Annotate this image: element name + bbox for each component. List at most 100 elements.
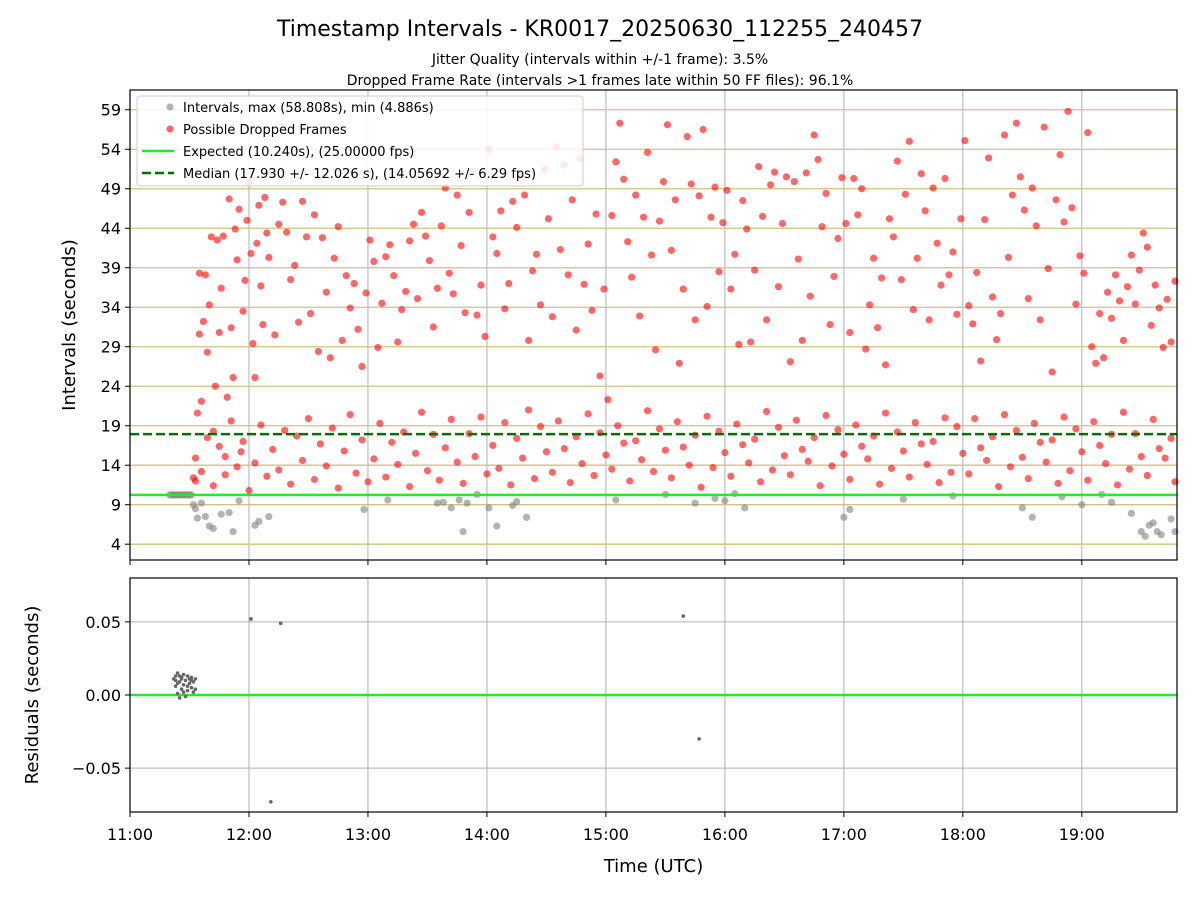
dropped-frame-point xyxy=(513,434,521,442)
dropped-frame-point xyxy=(751,435,759,443)
residual-point xyxy=(179,677,184,681)
interval-point xyxy=(459,527,467,536)
dropped-frame-point xyxy=(251,459,259,467)
dropped-frame-point xyxy=(402,287,410,296)
dropped-frame-point xyxy=(1127,251,1135,259)
dropped-frame-point xyxy=(263,229,271,237)
dropped-frame-point xyxy=(810,433,818,442)
dropped-frame-point xyxy=(197,467,205,476)
interval-point xyxy=(741,504,749,512)
dropped-frame-point xyxy=(471,452,479,461)
dropped-frame-point xyxy=(961,136,969,145)
dropped-frame-point xyxy=(275,220,283,228)
dropped-frame-point xyxy=(782,173,790,181)
dropped-frame-point xyxy=(864,455,872,463)
dropped-frame-point xyxy=(1012,119,1020,127)
dropped-frame-point xyxy=(858,185,866,193)
dropped-frame-point xyxy=(1159,343,1167,352)
dropped-frame-point xyxy=(322,288,330,296)
dropped-frame-point xyxy=(953,310,961,318)
dropped-frame-point xyxy=(1137,452,1145,461)
dropped-frame-point xyxy=(501,305,509,313)
legend-marker-dropped xyxy=(166,125,174,133)
dropped-frame-point xyxy=(697,483,705,491)
dropped-frame-point xyxy=(376,419,384,427)
dropped-frame-point xyxy=(663,121,671,129)
dropped-frame-point xyxy=(453,191,461,199)
dropped-frame-point xyxy=(239,437,247,446)
residual-point xyxy=(193,687,198,691)
dropped-frame-point xyxy=(542,448,551,456)
dropped-frame-point xyxy=(745,459,753,467)
dropped-frame-point xyxy=(786,471,794,479)
residual-point xyxy=(177,674,182,678)
dropped-frame-point xyxy=(338,336,346,345)
dropped-frame-point xyxy=(352,469,360,477)
dropped-frame-point xyxy=(314,347,322,356)
dropped-frame-point xyxy=(342,272,350,280)
dropped-frame-point xyxy=(225,195,233,203)
dropped-frame-point xyxy=(957,215,965,223)
interval-point xyxy=(899,495,907,503)
dropped-frame-point xyxy=(1119,408,1128,416)
dropped-frame-point xyxy=(1161,454,1169,462)
dropped-frame-point xyxy=(602,451,610,459)
dropped-frame-point xyxy=(421,232,430,240)
dropped-frame-point xyxy=(227,417,235,425)
dropped-frame-point xyxy=(727,285,735,293)
dropped-frame-point xyxy=(923,460,931,469)
dropped-frame-point xyxy=(1155,445,1163,453)
dropped-frame-point xyxy=(739,196,747,205)
dropped-frame-point xyxy=(193,409,202,417)
dropped-frame-point xyxy=(548,468,556,476)
residual-point xyxy=(181,690,186,694)
dropped-frame-point xyxy=(852,421,860,429)
dropped-frame-point xyxy=(477,413,485,421)
dropped-frame-point xyxy=(743,225,751,233)
dropped-frame-point xyxy=(219,232,227,240)
dropped-frame-point xyxy=(223,393,231,401)
dropped-frame-point xyxy=(1107,314,1116,322)
dropped-frame-point xyxy=(217,284,225,292)
dropped-frame-point xyxy=(536,301,545,309)
residual-point xyxy=(189,675,194,680)
residual-point xyxy=(175,691,180,696)
dropped-frame-point xyxy=(459,479,467,487)
dropped-frame-point xyxy=(881,361,890,369)
dropped-frame-point xyxy=(556,245,564,254)
residual-point xyxy=(173,678,178,683)
dropped-frame-point xyxy=(1115,297,1124,305)
dropped-frame-point xyxy=(945,271,953,279)
dropped-frame-point xyxy=(340,447,348,455)
dropped-frame-point xyxy=(988,293,997,301)
residual-point xyxy=(249,617,253,621)
residual-point xyxy=(189,678,194,683)
y-tick-label: 9 xyxy=(111,496,121,515)
dropped-frame-point xyxy=(965,470,973,478)
dropped-frame-point xyxy=(584,410,592,418)
dropped-frame-point xyxy=(255,201,263,209)
dropped-frame-point xyxy=(683,133,691,141)
interval-point xyxy=(691,499,699,507)
dropped-frame-point xyxy=(275,466,283,474)
dropped-frame-point xyxy=(1000,131,1009,139)
dropped-frame-point xyxy=(1008,191,1017,199)
dropped-frame-point xyxy=(1054,479,1062,487)
dropped-frame-point xyxy=(449,290,457,298)
dropped-frame-point xyxy=(1072,300,1080,308)
interval-point xyxy=(721,497,729,505)
dropped-frame-point xyxy=(245,486,253,495)
residual-point xyxy=(278,621,283,626)
dropped-frame-point xyxy=(405,482,414,491)
dropped-frame-point xyxy=(513,223,521,232)
dropped-frame-point xyxy=(711,183,719,191)
dropped-frame-point xyxy=(762,316,771,324)
dropped-frame-point xyxy=(647,251,656,259)
dropped-frame-point xyxy=(973,268,981,277)
dropped-frame-point xyxy=(247,249,255,258)
dropped-frame-point xyxy=(822,411,830,420)
y-tick-label: 0.05 xyxy=(85,613,121,632)
interval-point xyxy=(1127,509,1135,517)
dropped-frame-point xyxy=(877,274,886,282)
dropped-frame-point xyxy=(1076,252,1084,260)
